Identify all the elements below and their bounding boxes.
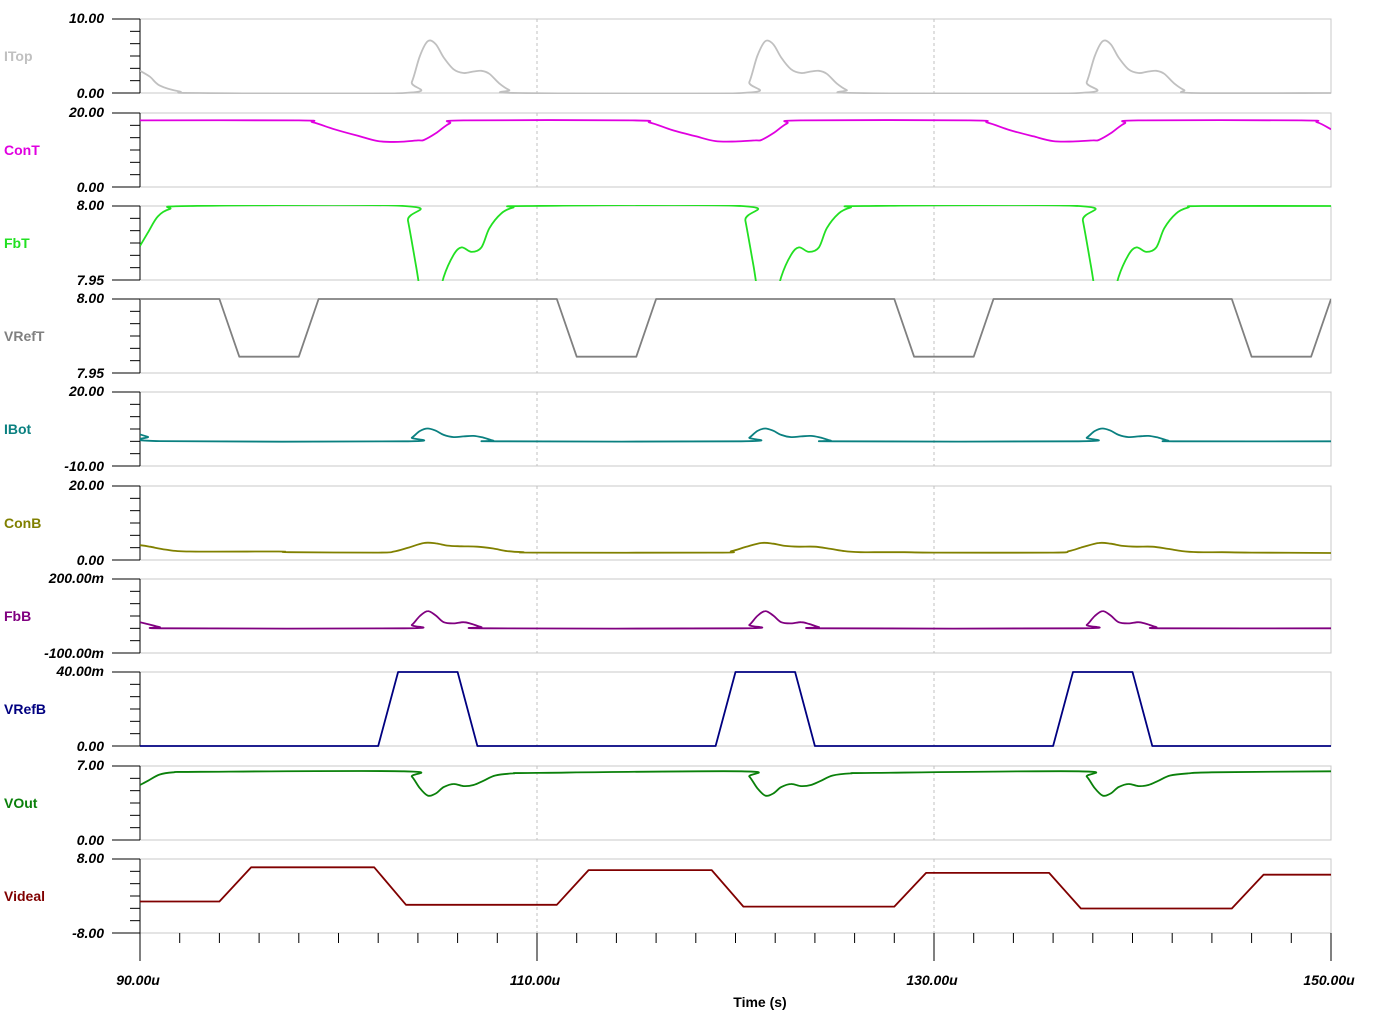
y-tick-label-bottom: -8.00 <box>72 925 104 941</box>
series-label: ConB <box>4 515 41 531</box>
series-line-vrefb <box>140 671 1331 747</box>
panel-vreft: 8.00 7.95 VRefT <box>4 290 1332 381</box>
series-line-vout <box>140 770 1331 797</box>
time-axis: 90.00u 110.00u 130.00u 150.00u <box>116 933 1355 988</box>
y-tick-label-top: 20.00 <box>68 104 104 120</box>
series-label: IBot <box>4 421 32 437</box>
y-tick-label-top: 7.00 <box>77 757 104 773</box>
panel-fbt: 8.00 7.95 FbT <box>4 197 1332 288</box>
series-label: FbB <box>4 608 31 624</box>
y-tick-label-top: 8.00 <box>77 197 104 213</box>
series-line-ibot <box>140 427 1331 443</box>
y-tick-label-top: 20.00 <box>68 477 104 493</box>
series-line-vreft <box>140 298 1331 358</box>
y-tick-label-bottom: 0.00 <box>77 738 104 754</box>
x-tick-label: 110.00u <box>510 972 561 988</box>
y-tick-label-bottom: -10.00 <box>64 458 104 474</box>
panel-frame <box>139 578 1332 654</box>
y-tick-label-top: 8.00 <box>77 850 104 866</box>
x-tick-label: 90.00u <box>116 972 160 988</box>
panel-itop: 10.00 0.00 ITop <box>4 10 1332 101</box>
panel-frame <box>139 298 1332 374</box>
panel-frame <box>139 205 1332 281</box>
y-tick-label-bottom: -100.00m <box>44 645 104 661</box>
panel-fbb: 200.00m -100.00m FbB <box>4 570 1332 661</box>
series-label: FbT <box>4 235 30 251</box>
panel-frame <box>139 391 1332 467</box>
series-line-fbt <box>140 205 1331 281</box>
panel-frame <box>139 858 1332 934</box>
series-label: VOut <box>4 795 38 811</box>
panel-cont: 20.00 0.00 ConT <box>4 104 1332 195</box>
waveform-panels: 10.000.00ITop20.000.00ConT8.007.95FbT8.0… <box>4 10 1332 941</box>
y-tick-label-top: 20.00 <box>68 383 104 399</box>
series-label: ConT <box>4 142 40 158</box>
series-line-videal <box>140 866 1331 910</box>
y-tick-label-top: 8.00 <box>77 290 104 306</box>
panel-frame <box>139 18 1332 94</box>
y-tick-label-bottom: 0.00 <box>77 179 104 195</box>
panel-vout: 7.00 0.00 VOut <box>4 757 1332 848</box>
panel-vrefb: 40.00m 0.00 VRefB <box>4 663 1332 754</box>
y-tick-label-bottom: 0.00 <box>77 832 104 848</box>
series-line-conb <box>140 541 1331 554</box>
x-tick-label: 130.00u <box>906 972 958 988</box>
series-line-fbb <box>140 610 1331 630</box>
series-label: VRefT <box>4 328 45 344</box>
series-label: VRefB <box>4 701 46 717</box>
y-tick-label-bottom: 0.00 <box>77 552 104 568</box>
series-line-itop <box>140 39 1331 94</box>
y-tick-label-bottom: 7.95 <box>77 365 104 381</box>
panel-frame <box>139 765 1332 841</box>
panel-frame <box>139 671 1332 747</box>
panel-ibot: 20.00 -10.00 IBot <box>4 383 1332 474</box>
panel-conb: 20.00 0.00 ConB <box>4 477 1332 568</box>
y-tick-label-top: 40.00m <box>56 663 104 679</box>
x-axis-label: Time (s) <box>733 994 786 1010</box>
y-tick-label-top: 10.00 <box>69 10 104 26</box>
series-line-cont <box>140 119 1331 143</box>
y-tick-label-top: 200.00m <box>48 570 104 586</box>
y-tick-label-bottom: 0.00 <box>77 85 104 101</box>
y-tick-label-bottom: 7.95 <box>77 272 104 288</box>
panel-videal: 8.00 -8.00 Videal <box>4 850 1332 941</box>
x-tick-label: 150.00u <box>1303 972 1355 988</box>
series-label: Videal <box>4 888 45 904</box>
panel-frame <box>139 485 1332 561</box>
series-label: ITop <box>4 48 33 64</box>
